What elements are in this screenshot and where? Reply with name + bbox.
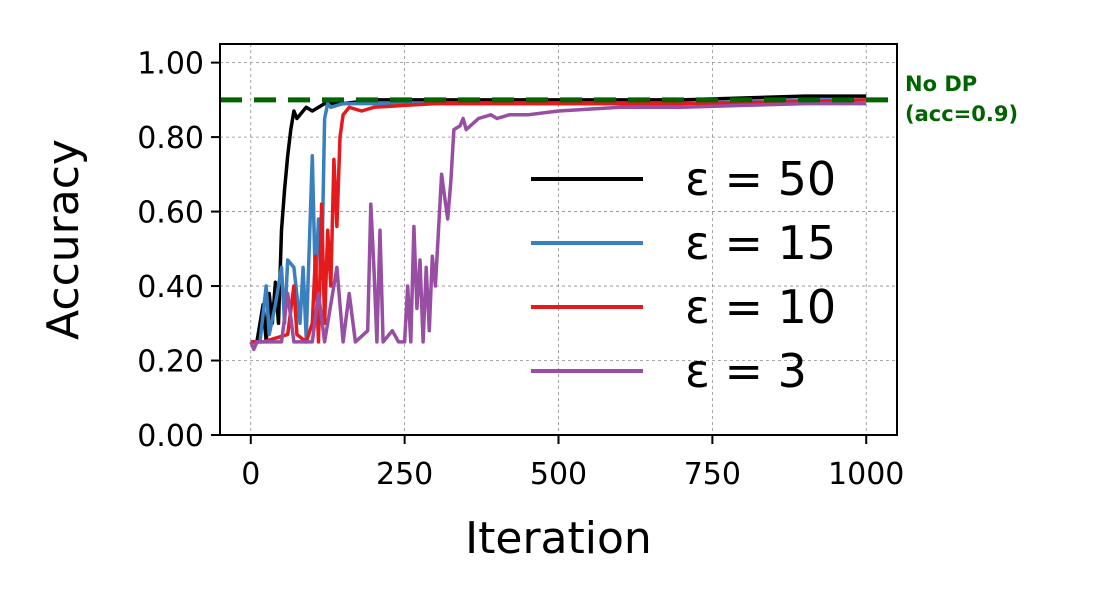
series-line-3 bbox=[249, 101, 867, 352]
legend-label-2: ε = 10 bbox=[685, 280, 836, 334]
legend: ε = 50 ε = 15 ε = 10 ε = 3 bbox=[531, 152, 836, 398]
x-axis-ticks: 0 250 500 750 1000 bbox=[241, 435, 904, 492]
x-tick-label-2: 500 bbox=[530, 457, 587, 492]
y-axis-ticks: 0.00 0.20 0.40 0.60 0.80 1.00 bbox=[137, 47, 220, 454]
y-tick-label-5: 1.00 bbox=[137, 47, 204, 82]
legend-label-0: ε = 50 bbox=[685, 152, 836, 206]
y-tick-label-2: 0.40 bbox=[137, 270, 204, 305]
y-tick-label-1: 0.20 bbox=[137, 345, 204, 380]
reference-line-group: No DP (acc=0.9) bbox=[220, 72, 1018, 126]
x-axis-label: Iteration bbox=[465, 513, 652, 564]
y-tick-label-3: 0.60 bbox=[137, 196, 204, 231]
legend-label-1: ε = 15 bbox=[685, 216, 836, 270]
x-tick-label-4: 1000 bbox=[828, 457, 904, 492]
no-dp-label-line2: (acc=0.9) bbox=[905, 102, 1018, 126]
series-lines bbox=[249, 94, 867, 352]
x-tick-label-0: 0 bbox=[241, 457, 260, 492]
y-axis-label: Accuracy bbox=[38, 139, 89, 340]
x-tick-label-3: 750 bbox=[684, 457, 741, 492]
legend-label-3: ε = 3 bbox=[685, 344, 807, 398]
y-tick-label-4: 0.80 bbox=[137, 121, 204, 156]
y-tick-label-0: 0.00 bbox=[137, 419, 204, 454]
no-dp-label-line1: No DP bbox=[905, 72, 977, 96]
series-line-0 bbox=[250, 94, 867, 344]
series-line-2 bbox=[250, 98, 867, 344]
no-dp-reference-label: No DP (acc=0.9) bbox=[905, 72, 1018, 126]
x-tick-label-1: 250 bbox=[376, 457, 433, 492]
